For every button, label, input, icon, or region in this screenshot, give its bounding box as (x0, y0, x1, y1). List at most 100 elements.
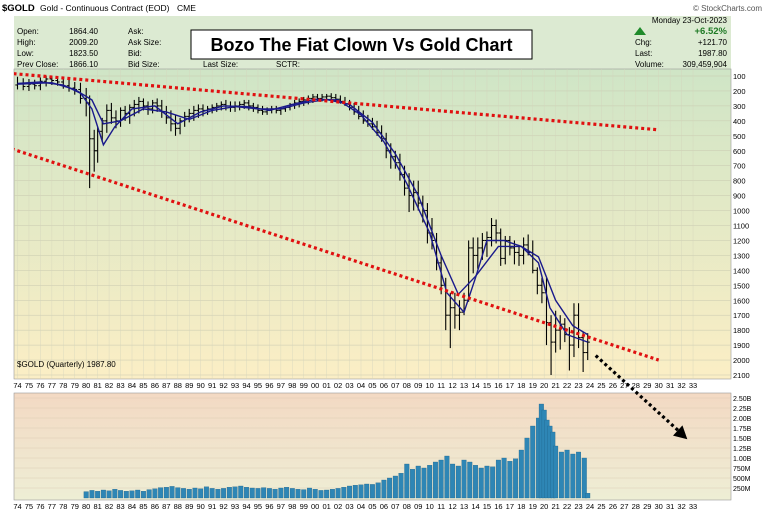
date-tick-label: 15 (483, 381, 491, 390)
volume-bar (438, 459, 444, 499)
volume-bar (553, 445, 559, 499)
volume-bar (318, 490, 324, 499)
date-tick-label: 00 (311, 502, 319, 511)
volume-bar (570, 453, 576, 499)
date-tick-label: 06 (380, 502, 388, 511)
volume-bar (581, 457, 587, 499)
date-tick-label: 30 (655, 502, 663, 511)
volume-bar (495, 459, 501, 499)
volume-bar (175, 487, 181, 499)
volume-bar (129, 490, 135, 499)
volume-bar (100, 489, 106, 499)
date-tick-label: 22 (563, 381, 571, 390)
volume-bar (169, 486, 175, 499)
volume-tick-label: 2.25B (733, 406, 752, 413)
date-tick-label: 06 (380, 381, 388, 390)
volume-bar (364, 483, 370, 499)
projection-arrow (594, 354, 688, 440)
price-bar (471, 237, 476, 274)
quote-open-value: 1864.40 (69, 27, 98, 36)
date-tick-label: 19 (529, 502, 537, 511)
date-tick-label: 10 (426, 381, 434, 390)
date-tick-label: 75 (25, 502, 33, 511)
price-tick-label: 1600 (733, 296, 750, 305)
date-axis-bottom: 74 75 76 77 78 79 80 81 82 83 84 85 86 87 88 89 90 91 92 93… (13, 502, 697, 511)
price-bar (580, 331, 586, 373)
date-tick-label: 79 (71, 502, 79, 511)
quote-last-label: Last: (635, 49, 652, 58)
date-tick-label: 89 (185, 502, 193, 511)
price-tick-label: 400 (733, 117, 746, 126)
volume-bar (564, 449, 570, 499)
volume-bar (347, 485, 352, 499)
price-grid (14, 69, 731, 379)
date-tick-label: 02 (334, 502, 342, 511)
quote-prevclose-label: Prev Close: (17, 60, 58, 69)
date-tick-label: 87 (162, 502, 170, 511)
date-tick-label: 74 (13, 502, 21, 511)
date-tick-label: 96 (265, 381, 273, 390)
date-tick-label: 29 (643, 381, 651, 390)
date-tick-label: 14 (471, 381, 479, 390)
volume-bar (375, 482, 381, 499)
date-tick-label: 80 (82, 502, 90, 511)
change-pct: +6.52% (695, 26, 728, 37)
volume-bar (410, 469, 415, 499)
date-tick-label: 78 (59, 502, 67, 511)
price-tick-label: 1400 (733, 266, 750, 275)
volume-bar (524, 437, 530, 499)
volume-bar (490, 466, 496, 499)
price-bar (493, 219, 499, 244)
price-tick-label: 1700 (733, 311, 750, 320)
date-tick-label: 07 (391, 381, 399, 390)
date-tick-label: 20 (540, 381, 548, 390)
date-tick-label: 05 (368, 502, 376, 511)
quote-bidsize-label: Bid Size: (128, 60, 160, 69)
price-tick-label: 1500 (733, 281, 750, 290)
price-bar (260, 105, 265, 115)
date-tick-label: 87 (162, 381, 170, 390)
volume-tick-label: 1.00B (733, 456, 752, 463)
volume-bar (284, 487, 290, 499)
volume-bar (324, 489, 330, 499)
date-tick-label: 03 (345, 502, 353, 511)
date-tick-label: 97 (277, 381, 285, 390)
volume-bar (467, 461, 473, 499)
date-tick-label: 28 (632, 502, 640, 511)
date-tick-label: 01 (322, 502, 330, 511)
date-tick-label: 08 (403, 381, 411, 390)
price-bar (154, 98, 160, 112)
volume-bar (478, 467, 484, 499)
date-tick-label: 81 (93, 502, 101, 511)
volume-bar (146, 489, 152, 499)
date-tick-label: 13 (460, 502, 468, 511)
date-tick-label: 28 (632, 381, 640, 390)
volume-bar (112, 489, 118, 499)
date-tick-label: 23 (574, 381, 582, 390)
volume-bar (163, 487, 169, 499)
volume-bar (278, 487, 284, 499)
date-tick-label: 86 (151, 381, 159, 390)
price-tick-label: 600 (733, 147, 746, 156)
quote-volume-value: 309,459,904 (683, 60, 728, 69)
volume-bar (392, 475, 398, 499)
date-tick-label: 08 (403, 502, 411, 511)
volume-bar (135, 489, 141, 499)
date-tick-label: 91 (208, 381, 216, 390)
volume-bar (358, 484, 364, 499)
volume-bar (432, 461, 438, 499)
date-tick-label: 84 (128, 381, 136, 390)
date-tick-label: 93 (231, 502, 239, 511)
quote-high-label: High: (17, 38, 36, 47)
date-tick-label: 18 (517, 381, 525, 390)
date-tick-label: 78 (59, 381, 67, 390)
price-tick-label: 1300 (733, 251, 750, 260)
date-tick-label: 74 (13, 381, 21, 390)
date-tick-label: 27 (620, 381, 628, 390)
chart-title: Bozo The Fiat Clown Vs Gold Chart (210, 35, 512, 55)
date-tick-label: 16 (494, 381, 502, 390)
price-bar (521, 237, 526, 265)
volume-bar (450, 463, 456, 499)
volume-bar (329, 489, 335, 499)
